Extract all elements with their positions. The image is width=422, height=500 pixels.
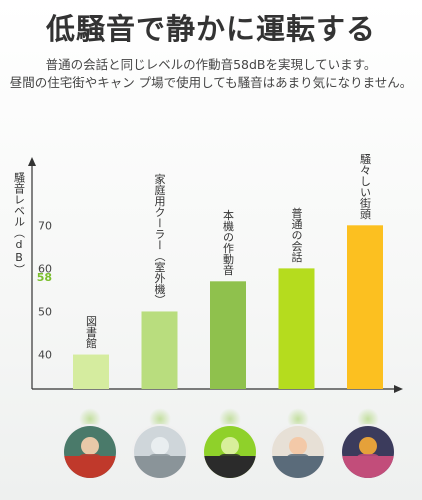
library-reader-photo	[62, 424, 118, 480]
subtitle-line-1: 普通の会話と同じレベルの作動音58dBを実現しています。	[45, 57, 377, 72]
category-label: 本機の作動音	[222, 208, 235, 276]
bar	[210, 281, 246, 389]
bar	[141, 311, 178, 389]
category-label: 普通の会話	[290, 206, 303, 263]
page-title: 低騒音で静かに運転する	[45, 12, 376, 46]
category-label: 図書館	[85, 315, 98, 349]
category-label: 騒々しい街頭	[359, 153, 372, 220]
noisy-street-photo	[340, 424, 396, 480]
subtitle-line-2: 昼間の住宅街やキャン プ場で使用しても騒音はあまり気になりません。	[9, 75, 413, 90]
y-tick-label: 50	[38, 305, 52, 318]
y-tick-label-highlight: 58	[37, 271, 52, 284]
bar	[278, 268, 315, 389]
x-axis-arrow-icon	[394, 385, 403, 393]
category-label: 家庭用クーラー（室外機）	[153, 172, 166, 305]
conversation-photo	[270, 424, 326, 480]
example-photo-row	[0, 408, 422, 500]
y-tick-label: 70	[38, 219, 52, 232]
air-conditioner-photo	[132, 424, 188, 480]
generator-photo	[202, 424, 258, 480]
y-axis-arrow-icon	[28, 157, 36, 166]
y-axis-label: 騒音レベル（dB）	[13, 172, 26, 275]
bar	[73, 354, 109, 389]
bar	[347, 225, 383, 389]
y-tick-label: 60	[38, 262, 52, 275]
y-tick-label: 40	[38, 349, 52, 362]
